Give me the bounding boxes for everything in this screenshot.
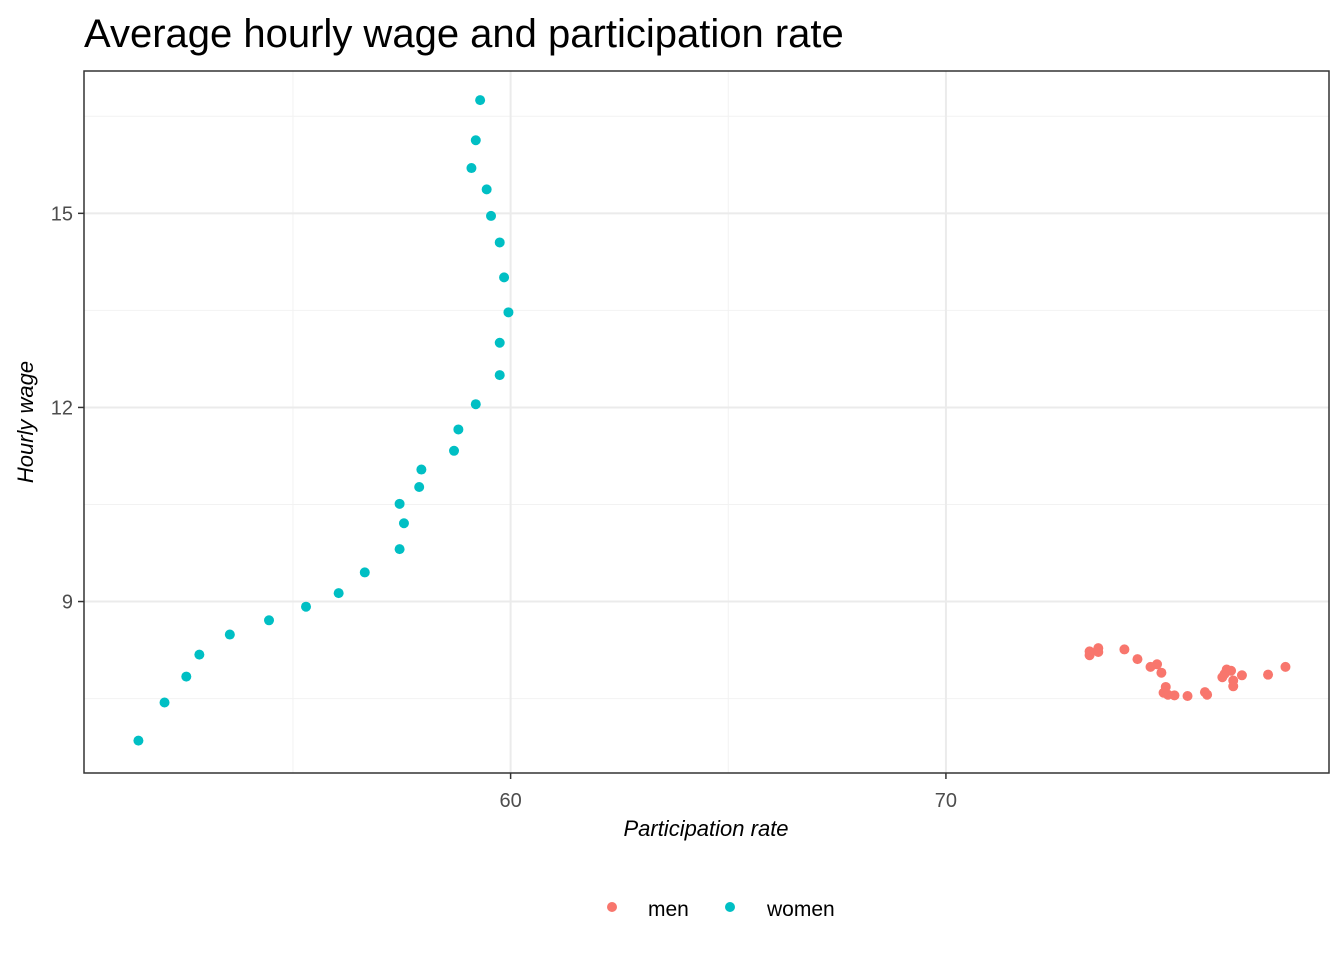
point-women xyxy=(466,163,477,174)
point-women xyxy=(414,482,425,493)
point-men xyxy=(1119,644,1130,655)
point-women xyxy=(499,272,510,283)
point-women xyxy=(224,629,235,640)
x-tick-label: 60 xyxy=(499,790,521,812)
point-women xyxy=(333,588,344,599)
point-women xyxy=(453,424,464,435)
chart-title: Average hourly wage and participation ra… xyxy=(84,12,844,56)
point-women xyxy=(470,135,481,146)
point-women xyxy=(494,237,505,248)
point-men xyxy=(1202,689,1213,700)
point-women xyxy=(359,567,370,578)
point-women xyxy=(486,210,497,221)
point-men xyxy=(1160,681,1171,692)
plot-panel-border xyxy=(83,70,1330,774)
point-men xyxy=(1228,681,1239,692)
point-women xyxy=(301,601,312,612)
point-men xyxy=(1169,690,1180,701)
point-women xyxy=(159,697,170,708)
x-axis-ticks: 60 70 xyxy=(499,773,957,812)
point-women xyxy=(264,615,275,626)
point-women xyxy=(194,649,205,660)
point-women xyxy=(503,307,514,318)
x-tick-label: 70 xyxy=(935,790,957,812)
point-men xyxy=(1263,669,1274,680)
point-women xyxy=(416,464,427,475)
point-men xyxy=(1132,654,1143,665)
y-axis-title: Hourly wage xyxy=(13,361,38,483)
data-points xyxy=(133,95,1291,746)
point-women xyxy=(494,370,505,381)
x-axis-title: Participation rate xyxy=(623,816,788,841)
legend: men women xyxy=(607,898,835,921)
point-men xyxy=(1084,646,1095,657)
point-women xyxy=(475,95,486,106)
point-men xyxy=(1280,661,1291,672)
legend-item-men: men xyxy=(607,898,689,921)
point-men xyxy=(1182,691,1193,702)
point-women xyxy=(394,498,405,509)
y-axis-ticks: 9 12 15 xyxy=(51,203,84,614)
point-women xyxy=(481,184,492,195)
y-tick-label: 9 xyxy=(62,592,73,614)
point-women xyxy=(470,399,481,410)
point-women xyxy=(181,671,192,682)
legend-item-women: women xyxy=(725,898,835,921)
point-women xyxy=(133,735,144,746)
point-women xyxy=(449,445,460,456)
point-men xyxy=(1093,643,1104,654)
grid-lines xyxy=(84,71,1329,773)
point-women xyxy=(494,337,505,348)
legend-key-men xyxy=(607,902,617,912)
point-men xyxy=(1156,667,1167,678)
point-women xyxy=(398,518,409,529)
point-men xyxy=(1236,670,1247,681)
legend-label-women: women xyxy=(766,898,835,921)
point-women xyxy=(394,544,405,555)
legend-key-women xyxy=(725,902,735,912)
point-men xyxy=(1226,665,1237,676)
y-tick-label: 15 xyxy=(51,203,73,225)
point-men xyxy=(1152,659,1163,670)
legend-label-men: men xyxy=(648,898,689,921)
y-tick-label: 12 xyxy=(51,397,73,419)
